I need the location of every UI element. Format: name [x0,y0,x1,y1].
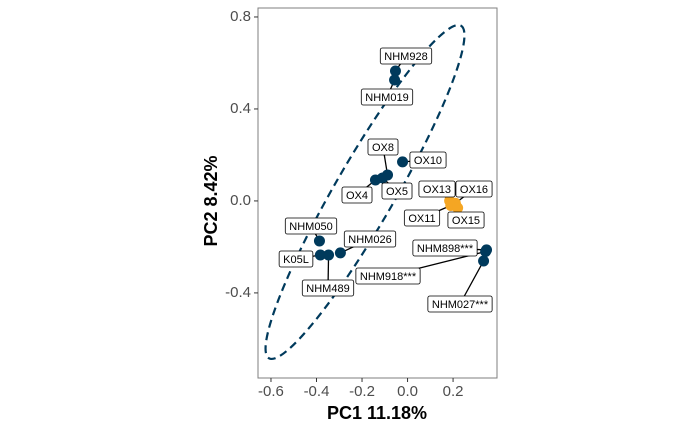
label-text: NHM898*** [417,243,474,255]
label-text: NHM918*** [360,271,417,283]
label-box [455,180,493,198]
label-text: OX13 [423,184,451,196]
y-tick-label: 0.4 [230,100,251,117]
label-box [341,186,373,204]
x-tick-label: -0.6 [258,383,284,400]
label-box [381,182,413,200]
point [323,249,335,261]
y-tick-label: -0.4 [225,284,251,301]
point [389,65,401,77]
point-label: NHM026 [343,230,397,248]
label-text: NHM027*** [432,299,489,311]
x-tick-label: -0.4 [304,383,330,400]
point [480,246,492,258]
point [313,235,325,247]
label-box [343,230,397,248]
label-box [379,47,433,65]
x-tick-label: -0.2 [349,383,375,400]
point [397,156,409,168]
labels: NHM928 NHM019 OX8 OX10 OX4 OX5 OX13 OX16 OX11 OX1… [278,47,493,313]
point-label: NHM489 [301,279,355,297]
point-label: NHM019 [360,88,414,106]
confidence-ellipse [264,23,466,361]
label-text: OX8 [372,142,394,154]
point-label: NHM918*** [355,267,421,285]
label-box [403,209,441,227]
point-label: OX11 [403,209,441,227]
point [478,255,490,267]
y-tick-label: 0.8 [230,8,251,25]
label-box [409,151,447,169]
label-text: OX5 [386,186,408,198]
point-label: NHM928 [379,47,433,65]
point-label: NHM027*** [427,295,493,313]
x-tick-label: 0.2 [443,383,464,400]
label-text: K05L [283,254,309,266]
label-box [355,267,421,285]
point [314,249,326,261]
x-tick-label: 0.0 [397,383,418,400]
label-box [447,211,485,229]
label-text: NHM489 [306,283,349,295]
point-label: OX8 [367,138,399,156]
point-label: OX16 [455,180,493,198]
points [313,65,493,267]
label-text: OX10 [414,155,442,167]
point-label: OX15 [447,211,485,229]
label-box [278,250,314,268]
label-box [412,239,478,257]
label-text: OX4 [346,190,368,202]
point-label: NHM050 [284,217,338,235]
label-box [301,279,355,297]
label-text: NHM019 [365,92,408,104]
label-box [427,295,493,313]
label-text: OX11 [408,213,435,225]
point [452,202,464,214]
point [377,172,389,184]
point-label: OX5 [381,182,413,200]
point-label: K05L [278,250,314,268]
point [389,74,401,86]
label-text: NHM050 [289,221,332,233]
label-box [418,180,456,198]
x-axis-title: PC1 11.18% [327,403,427,423]
point-label: NHM898*** [412,239,478,257]
label-text: NHM928 [384,51,427,63]
point [334,247,346,259]
label-text: OX15 [452,215,480,227]
point-label: OX10 [409,151,447,169]
label-box [367,138,399,156]
label-text: OX16 [460,184,488,196]
point-label: OX13 [418,180,456,198]
label-text: NHM026 [348,234,391,246]
y-axis-title: PC2 8.42% [201,155,221,246]
point-label: OX4 [341,186,373,204]
label-box [360,88,414,106]
label-box [284,217,338,235]
y-tick-label: 0.0 [230,192,251,209]
panel-border [257,7,498,379]
